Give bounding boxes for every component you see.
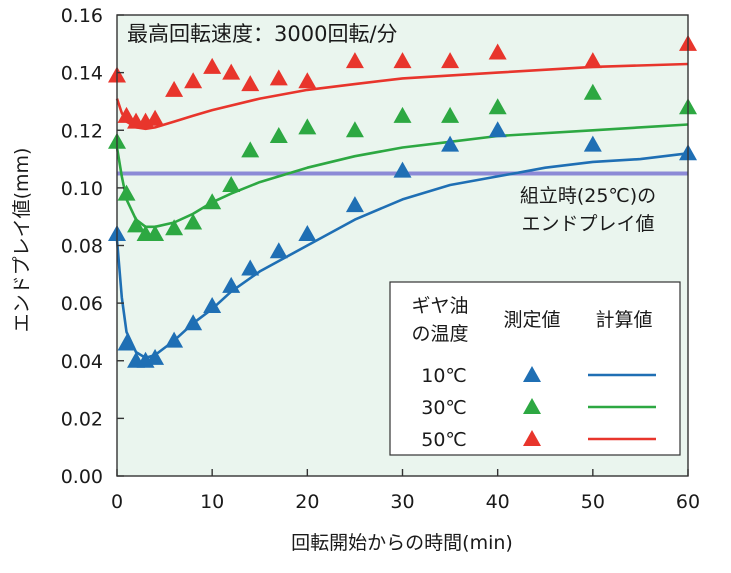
data-point-2-16 — [583, 52, 602, 69]
data-point-0-1 — [117, 334, 136, 351]
plot-frame: 0.00 0.02 0.04 0.06 0.08 0.10 0.12 0.14 0.16 0 10 2… — [61, 5, 700, 513]
legend-measured-marker — [523, 398, 541, 414]
data-point-2-13 — [393, 52, 412, 69]
data-point-1-5 — [165, 219, 184, 236]
data-point-2-15 — [488, 43, 507, 60]
x-tick-label: 20 — [295, 491, 319, 513]
legend-measured-marker — [523, 366, 541, 382]
x-tick-label: 50 — [581, 491, 605, 513]
data-point-1-7 — [203, 193, 222, 210]
calculated-line-1 — [115, 123, 689, 229]
data-point-1-8 — [222, 175, 241, 192]
data-point-2-10 — [269, 69, 288, 86]
data-point-2-7 — [203, 57, 222, 74]
x-tick-label: 60 — [676, 491, 700, 513]
legend: ギヤ油 の温度 測定値 計算値 10℃ 30℃ 50℃ — [389, 281, 681, 456]
y-tick-label: 0.12 — [61, 120, 103, 142]
x-axis-label: 回転開始からの時間(min) — [291, 532, 513, 554]
data-point-0-12 — [345, 196, 364, 213]
data-point-1-13 — [393, 106, 412, 123]
data-point-2-1 — [117, 106, 136, 123]
data-point-1-4 — [146, 224, 165, 241]
legend-series-label: 10℃ — [421, 365, 467, 387]
data-point-0-4 — [146, 348, 165, 365]
data-point-2-12 — [345, 52, 364, 69]
y-tick-label: 0.06 — [61, 293, 103, 315]
data-point-1-10 — [269, 127, 288, 144]
legend-box — [389, 281, 681, 456]
y-axis-label: エンドプレイ値(mm) — [11, 148, 33, 333]
data-point-2-9 — [241, 75, 260, 92]
chart-title: 最高回転速度：3000回転/分 — [127, 22, 398, 46]
data-point-0-10 — [269, 242, 288, 259]
data-point-1-12 — [345, 121, 364, 138]
data-point-0-6 — [184, 314, 203, 331]
data-point-1-6 — [184, 213, 203, 230]
data-point-0-9 — [241, 259, 260, 276]
legend-calculated-label: 計算値 — [595, 309, 652, 331]
calculated-line-0 — [115, 152, 689, 360]
x-tick-label: 40 — [486, 491, 510, 513]
data-point-2-5 — [165, 80, 184, 97]
data-point-0-15 — [488, 121, 507, 138]
data-point-2-11 — [298, 72, 317, 89]
data-point-1-14 — [441, 106, 460, 123]
data-point-0-5 — [165, 331, 184, 348]
y-tick-label: 0.02 — [61, 408, 103, 430]
legend-measured-label: 測定値 — [503, 309, 560, 331]
legend-header-line-1: ギヤ油 — [411, 295, 468, 317]
data-point-0-13 — [393, 161, 412, 178]
data-point-2-8 — [222, 63, 241, 80]
y-tick-label: 0.14 — [61, 63, 103, 85]
data-point-0-14 — [441, 135, 460, 152]
data-point-1-1 — [117, 184, 136, 201]
y-tick-label: 0.00 — [61, 466, 103, 488]
legend-series-label: 50℃ — [421, 429, 467, 451]
reference-label-line-1: 組立時(25℃)の — [520, 185, 656, 207]
data-point-1-16 — [583, 83, 602, 100]
data-point-1-11 — [298, 118, 317, 135]
y-tick-label: 0.08 — [61, 236, 103, 258]
y-tick-label: 0.16 — [61, 5, 103, 27]
x-tick-label: 0 — [111, 491, 123, 513]
data-point-2-4 — [146, 109, 165, 126]
data-point-1-9 — [241, 141, 260, 158]
y-tick-label: 0.04 — [61, 351, 103, 373]
y-tick-label: 0.10 — [61, 178, 103, 200]
x-tick-label: 30 — [390, 491, 414, 513]
reference-label-line-2: エンドプレイ値 — [521, 213, 654, 235]
legend-measured-marker — [523, 430, 541, 446]
legend-series-label: 30℃ — [421, 397, 467, 419]
legend-header-line-2: の温度 — [411, 323, 468, 345]
data-point-0-8 — [222, 276, 241, 293]
data-point-0-11 — [298, 224, 317, 241]
data-point-2-14 — [441, 52, 460, 69]
x-tick-label: 10 — [200, 491, 224, 513]
data-point-0-16 — [583, 135, 602, 152]
data-point-2-6 — [184, 72, 203, 89]
data-point-0-7 — [203, 297, 222, 314]
data-point-1-2 — [127, 216, 146, 233]
data-point-1-15 — [488, 98, 507, 115]
